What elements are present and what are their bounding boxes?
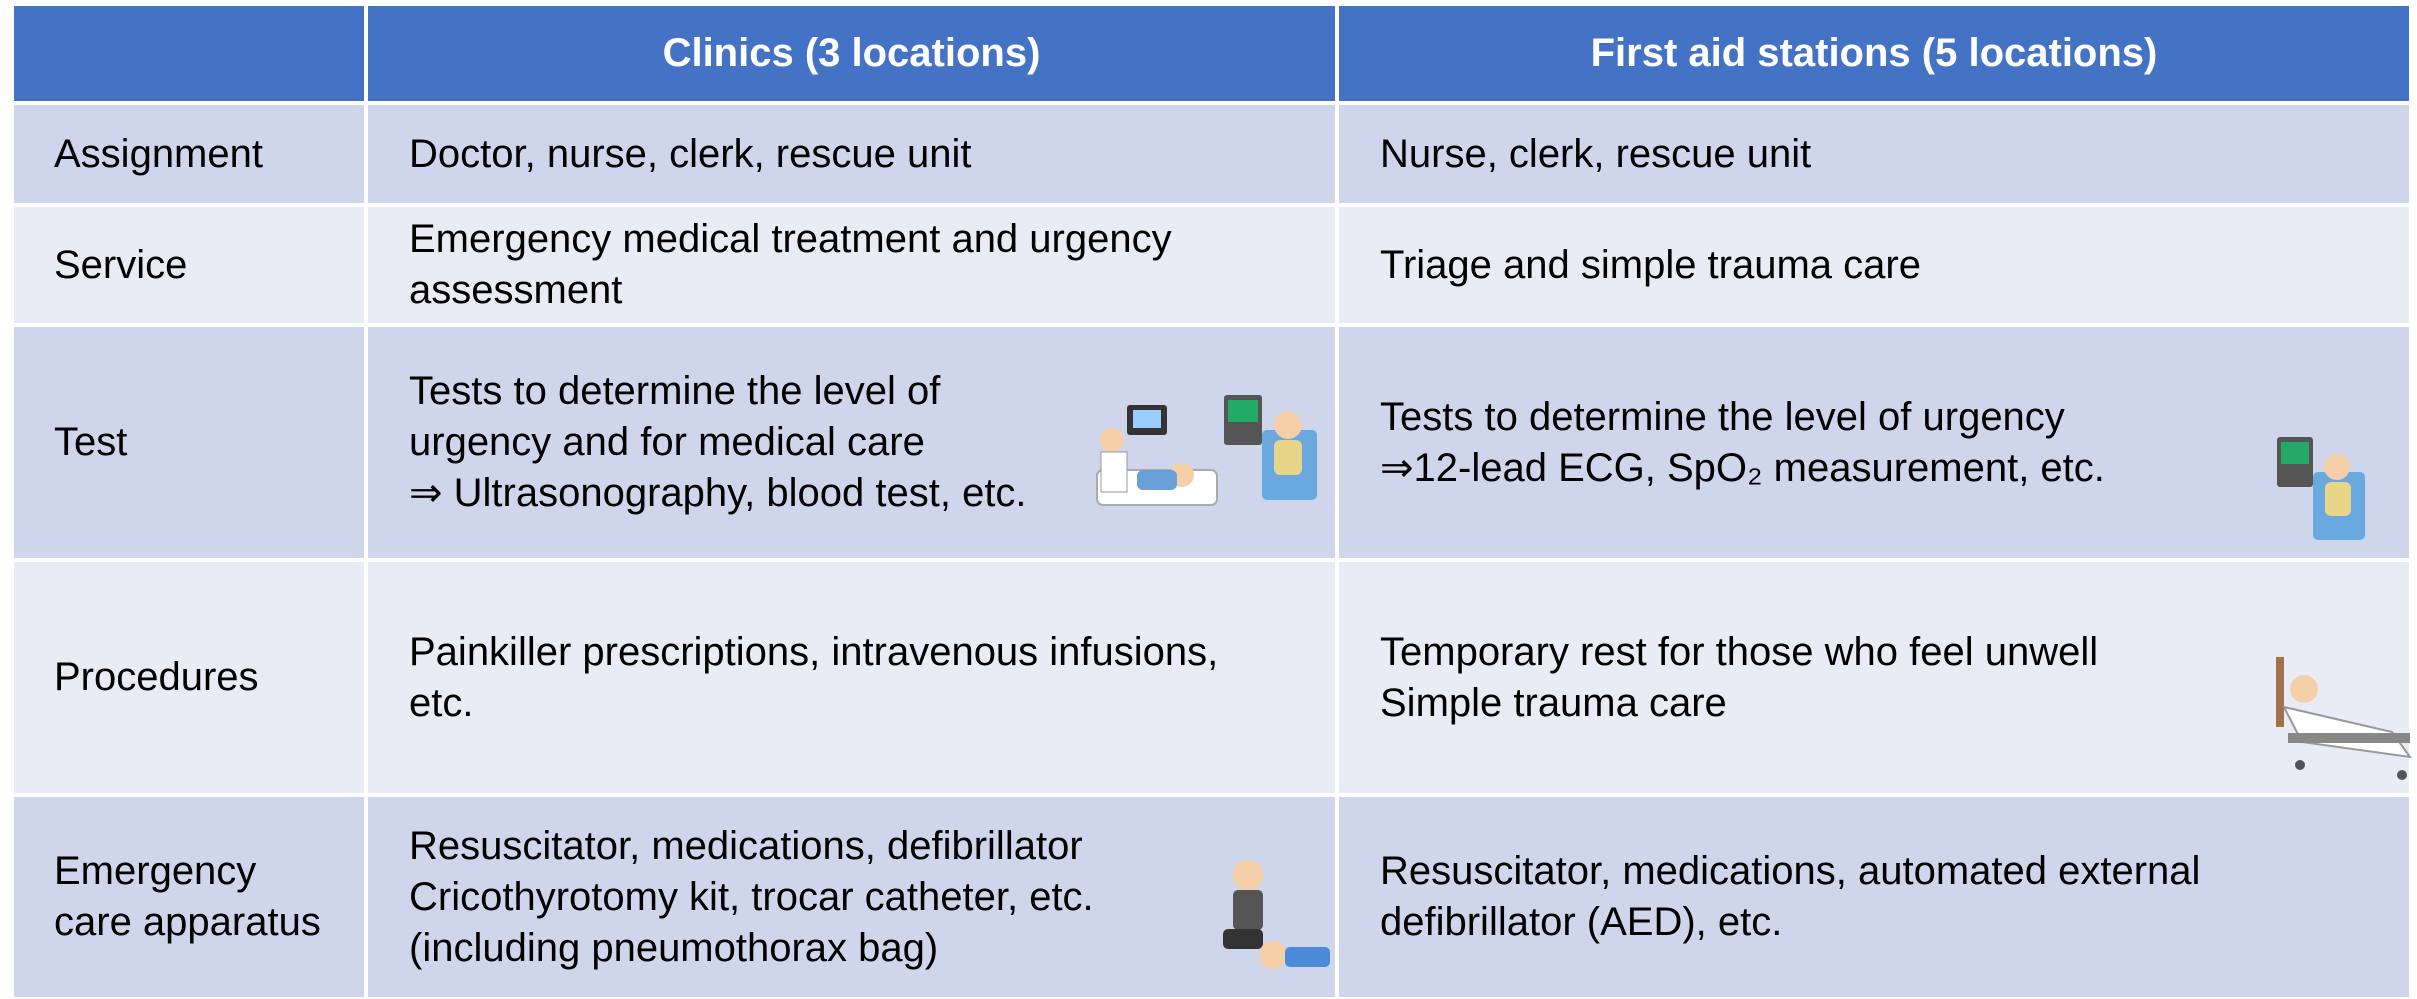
body-cell: Triage and simple trauma care bbox=[1339, 207, 2409, 323]
row-label-cell: Emergency care apparatus bbox=[14, 797, 364, 997]
row-label: Service bbox=[54, 242, 188, 287]
row-label-cell: Test bbox=[14, 327, 364, 558]
monitor-illustration bbox=[1224, 395, 1317, 500]
cell-text: etc. bbox=[409, 680, 474, 725]
body-cell: Nurse, clerk, rescue unit bbox=[1339, 105, 2409, 203]
cell-text: Painkiller prescriptions, intravenous in… bbox=[409, 629, 1219, 674]
body-cell: Temporary rest for those who feel unwell… bbox=[1339, 562, 2409, 793]
row-label: Emergency bbox=[54, 849, 257, 893]
header-text: First aid stations (5 locations) bbox=[1590, 31, 2158, 75]
cell-text: Cricothyrotomy kit, trocar catheter, etc… bbox=[409, 874, 1094, 919]
row-label-cell: Procedures bbox=[14, 562, 364, 793]
body-cell: Tests to determine the level of urgency a… bbox=[368, 327, 1335, 558]
body-cell: Painkiller prescriptions, intravenous in… bbox=[368, 562, 1335, 793]
header-cell bbox=[14, 6, 364, 101]
cell-text: Tests to determine the level of urgency bbox=[1380, 394, 2065, 439]
cell-text: Emergency medical treatment and urgency bbox=[409, 217, 1172, 261]
body-cell: Tests to determine the level of urgency ⇒… bbox=[1339, 327, 2409, 558]
cell-text: Nurse, clerk, rescue unit bbox=[1380, 131, 1812, 176]
cell-text: Resuscitator, medications, defibrillator bbox=[409, 823, 1083, 868]
row-label: Procedures bbox=[54, 655, 259, 699]
header-cell: Clinics (3 locations) bbox=[368, 6, 1335, 101]
cell-text: Triage and simple trauma care bbox=[1380, 242, 1921, 287]
cell-text: (including pneumothorax bag) bbox=[409, 925, 939, 970]
cell-text: ⇒ Ultrasonography, blood test, etc. bbox=[409, 471, 1027, 515]
body-cell: Resuscitator, medications, automated ext… bbox=[1339, 797, 2409, 997]
row-label-cell: Service bbox=[14, 207, 364, 323]
cpr-illustration bbox=[1223, 860, 1330, 969]
cell-text: defibrillator (AED), etc. bbox=[1380, 900, 1783, 944]
header-cell: First aid stations (5 locations) bbox=[1339, 6, 2409, 101]
ultrasound-illustration bbox=[1096, 405, 1218, 506]
cell-text: Doctor, nurse, clerk, rescue unit bbox=[409, 131, 972, 176]
cell-text: urgency and for medical care bbox=[409, 420, 925, 464]
bed-illustration bbox=[2276, 657, 2413, 780]
body-cell: Doctor, nurse, clerk, rescue unit bbox=[368, 105, 1335, 203]
row-label: Test bbox=[54, 420, 128, 464]
cell-text: Resuscitator, medications, automated ext… bbox=[1380, 849, 2201, 893]
row-label: Assignment bbox=[54, 131, 263, 176]
cell-text: Tests to determine the level of bbox=[409, 369, 941, 413]
cell-text: ⇒12-lead ECG, SpO₂ measurement, etc. bbox=[1380, 445, 2105, 490]
cell-text: assessment bbox=[409, 268, 623, 312]
body-cell: Resuscitator, medications, defibrillator… bbox=[368, 797, 1335, 997]
monitor-illustration bbox=[2277, 437, 2365, 540]
header-text: Clinics (3 locations) bbox=[662, 31, 1041, 75]
row-label-cell: Assignment bbox=[14, 105, 364, 203]
row-label: care apparatus bbox=[54, 900, 321, 944]
cell-text: Simple trauma care bbox=[1380, 680, 1727, 725]
cell-text: Temporary rest for those who feel unwell bbox=[1380, 629, 2099, 674]
body-cell: Emergency medical treatment and urgency a… bbox=[368, 207, 1335, 323]
